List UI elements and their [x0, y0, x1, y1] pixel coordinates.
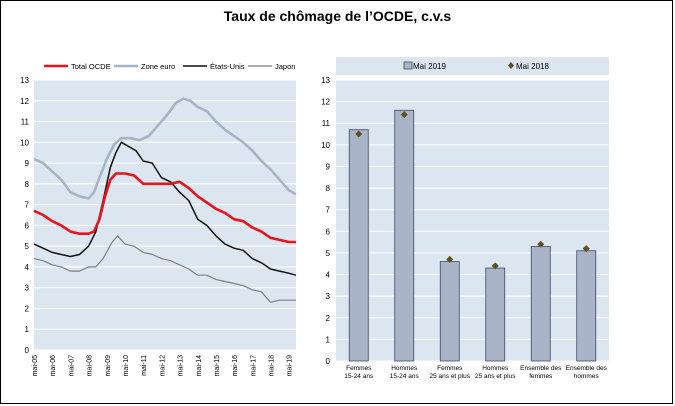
right-x-tick-label: Hommes [482, 365, 509, 372]
left-y-tick-label: 1 [25, 325, 30, 334]
left-x-tick-label: mai-19 [287, 355, 294, 377]
left-y-tick-label: 2 [25, 304, 30, 313]
right-y-tick-label: 2 [326, 314, 331, 323]
right-y-tick-label: 9 [326, 162, 331, 171]
marker-point [400, 111, 408, 119]
left-y-tick-label: 9 [25, 159, 30, 168]
right-y-tick-label: 4 [326, 271, 331, 280]
right-y-tick-label: 13 [321, 76, 330, 85]
right-x-tick-label: Femmes [346, 365, 372, 372]
marker-point [582, 245, 590, 253]
right-y-tick-label: 8 [326, 184, 331, 193]
right-y-tick-label: 12 [321, 98, 330, 107]
right-y-tick-label: 5 [326, 249, 331, 258]
left-x-tick-label: mai-05 [32, 355, 39, 377]
marker-point [537, 240, 545, 248]
right-legend-marker-swatch [508, 62, 514, 69]
left-legend-label: Japon [275, 62, 295, 71]
right-legend-bar-swatch [403, 61, 413, 70]
left-y-tick-label: 5 [25, 242, 30, 251]
right-x-tick-label: Ensemble des [520, 365, 562, 372]
right-legend-label: Mai 2018 [516, 62, 549, 71]
right-legend-bg [336, 57, 609, 75]
bar [439, 261, 460, 362]
right-y-tick-label: 10 [321, 141, 330, 150]
line-series-3 [33, 141, 297, 276]
left-x-tick-label: mai-17 [250, 355, 257, 377]
marker-point [446, 255, 454, 263]
bar [530, 246, 551, 362]
right-y-tick-label: 0 [326, 357, 331, 366]
left-plot-area [34, 80, 296, 350]
left-x-tick-label: mai-11 [141, 355, 148, 376]
right-x-tick-label: femmes [529, 373, 553, 380]
left-y-tick-label: 8 [25, 180, 30, 189]
left-legend-label: États-Unis [210, 62, 245, 71]
left-x-tick-label: mai-07 [68, 355, 75, 377]
left-y-tick-label: 4 [25, 263, 30, 272]
left-y-tick-label: 11 [21, 118, 30, 127]
line-series-1 [33, 172, 296, 244]
marker-point [355, 130, 363, 138]
left-y-tick-label: 7 [25, 201, 30, 210]
left-x-tick-label: mai-06 [50, 355, 57, 377]
right-x-tick-label: 15-24 ans [344, 373, 374, 380]
right-x-tick-label: Hommes [391, 365, 418, 372]
left-x-tick-label: mai-15 [214, 355, 221, 377]
bar [485, 267, 506, 362]
left-x-tick-label: mai-10 [123, 355, 130, 377]
right-y-tick-label: 11 [322, 119, 331, 128]
left-x-tick-label: mai-14 [196, 355, 203, 377]
right-x-tick-label: 25 ans et plus [430, 373, 471, 380]
left-legend-label: Total OCDE [71, 62, 111, 71]
bar [348, 129, 369, 362]
marker-point [491, 262, 499, 270]
left-y-tick-label: 3 [25, 284, 30, 293]
left-x-tick-label: mai-12 [159, 355, 166, 377]
right-y-tick-label: 1 [326, 335, 331, 344]
left-x-tick-label: mai-16 [232, 355, 239, 377]
right-legend-label: Mai 2019 [413, 62, 446, 71]
line-series-4 [33, 235, 296, 303]
figure-title: Taux de chômage de l’OCDE, c.v.s [223, 8, 452, 24]
right-y-tick-label: 3 [326, 292, 331, 301]
right-x-tick-label: hommes [574, 373, 600, 380]
left-y-tick-label: 13 [20, 76, 29, 85]
left-x-tick-label: mai-09 [105, 355, 112, 377]
bar [576, 250, 597, 362]
right-plot-area [336, 80, 609, 361]
left-y-tick-label: 10 [20, 138, 29, 147]
left-y-tick-label: 0 [25, 346, 30, 355]
left-legend-label: Zone euro [141, 62, 175, 71]
right-x-tick-label: 25 ans et plus [475, 373, 516, 380]
right-x-tick-label: Femmes [437, 365, 463, 372]
left-x-tick-label: mai-08 [87, 355, 94, 377]
bar [394, 109, 415, 362]
right-y-tick-label: 6 [326, 227, 331, 236]
right-y-tick-label: 7 [326, 206, 331, 215]
left-y-tick-label: 6 [25, 221, 30, 230]
right-x-tick-label: Ensemble des [566, 365, 608, 372]
left-x-tick-label: mai-13 [178, 355, 185, 377]
left-x-tick-label: mai-18 [269, 355, 276, 377]
left-y-tick-label: 12 [20, 97, 29, 106]
line-series-2 [33, 97, 297, 200]
right-x-tick-label: 15-24 ans [390, 373, 420, 380]
